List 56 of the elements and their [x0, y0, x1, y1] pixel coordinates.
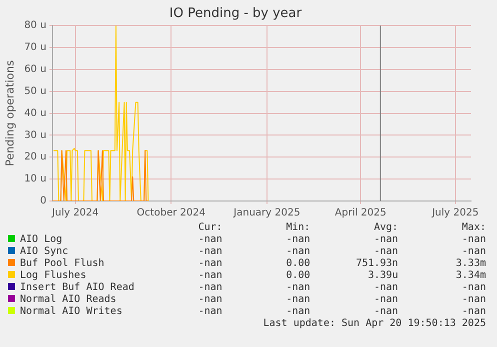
text: Avg: [373, 222, 398, 234]
y-tick-label: 0 [40, 196, 46, 207]
text: -nan [460, 246, 486, 258]
text: Cur: [197, 222, 222, 234]
text: -nan [460, 306, 486, 318]
text: -nan [197, 282, 222, 294]
y-tick-label: 80 u [24, 20, 46, 32]
x-tick-label: July 2024 [51, 208, 99, 219]
y-tick-label: 60 u [24, 64, 46, 76]
y-tick-label: 70 u [24, 42, 46, 54]
legend-label: Buf Pool Flush [19, 258, 106, 270]
text: 3.34m [454, 270, 486, 282]
y-tick-label: 30 u [24, 130, 46, 141]
x-tick-label: January 2025 [232, 208, 300, 219]
legend-label: Normal AIO Writes [19, 306, 124, 318]
text: -nan [197, 270, 222, 282]
text: -nan [197, 234, 222, 246]
text: 3.39u [366, 270, 398, 282]
legend-label: AIO Sync [19, 246, 70, 258]
text: -nan [373, 246, 398, 258]
text: -nan [373, 282, 398, 294]
text: -nan [197, 258, 222, 270]
text: -nan [373, 294, 398, 306]
text: -nan [197, 294, 222, 306]
legend-label: Insert Buf AIO Read [19, 282, 134, 294]
text: -nan [460, 294, 486, 306]
text: 751.93n [354, 258, 398, 270]
text: -nan [197, 246, 222, 258]
x-tick-label: October 2024 [136, 208, 206, 219]
text: -nan [460, 234, 486, 246]
text: -nan [460, 282, 486, 294]
text: Max: [460, 222, 486, 234]
x-tick-label: April 2025 [334, 208, 386, 219]
y-tick-label: 40 u [24, 108, 46, 119]
x-tick-label: July 2025 [431, 208, 479, 219]
y-tick-label: 20 u [24, 152, 46, 163]
text: -nan [285, 306, 310, 318]
y-tick-label: 10 u [24, 174, 46, 185]
legend-label: Normal AIO Reads [19, 294, 118, 306]
text: -nan [285, 294, 310, 306]
text: 0.00 [285, 270, 310, 282]
text: 0.00 [285, 258, 310, 270]
text: -nan [373, 306, 398, 318]
text: -nan [197, 306, 222, 318]
text: -nan [285, 246, 310, 258]
chart-title: IO Pending - by year [169, 6, 302, 22]
legend-label: Log Flushes [19, 270, 88, 282]
text: -nan [285, 234, 310, 246]
text: Min: [285, 222, 310, 234]
text: 3.33m [454, 258, 486, 270]
text: -nan [373, 234, 398, 246]
y-axis-title: Pending operations [3, 60, 16, 166]
y-tick-label: 50 u [24, 86, 46, 97]
text: Last update: Sun Apr 20 19:50:13 2025 [262, 318, 486, 330]
text: -nan [285, 282, 310, 294]
legend-label: AIO Log [19, 234, 64, 246]
